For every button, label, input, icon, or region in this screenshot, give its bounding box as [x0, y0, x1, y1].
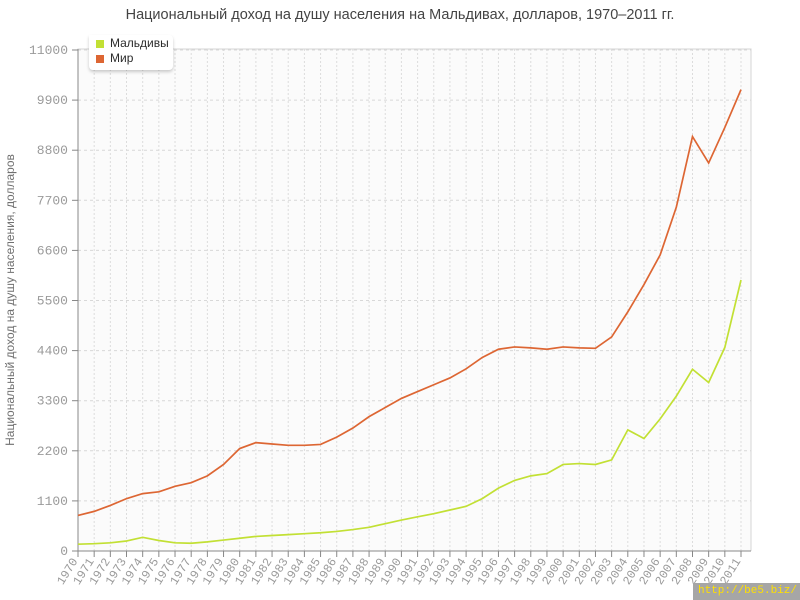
svg-text:4400: 4400 — [37, 344, 68, 359]
svg-text:8800: 8800 — [37, 143, 68, 158]
svg-text:3300: 3300 — [37, 394, 68, 409]
svg-text:9900: 9900 — [37, 93, 68, 108]
svg-text:5500: 5500 — [37, 294, 68, 309]
svg-text:1100: 1100 — [37, 494, 68, 509]
svg-text:2200: 2200 — [37, 444, 68, 459]
svg-text:7700: 7700 — [37, 193, 68, 208]
svg-text:0: 0 — [60, 544, 68, 559]
svg-text:11000: 11000 — [29, 43, 68, 58]
svg-text:6600: 6600 — [37, 243, 68, 258]
